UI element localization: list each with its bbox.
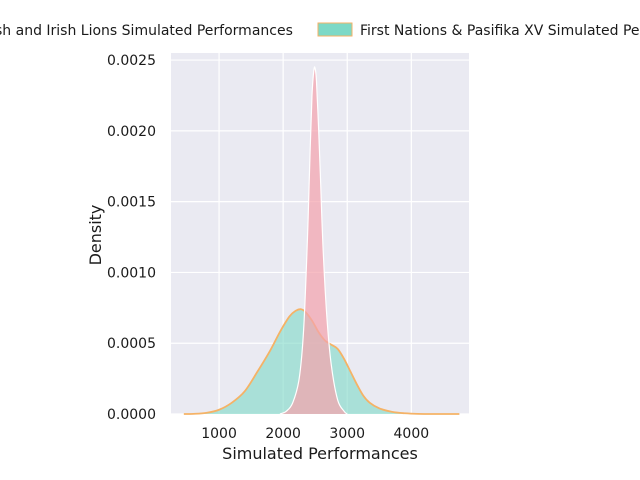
legend-label-lions: sh and Irish Lions Simulated Performance… [0, 23, 293, 39]
legend-swatch-first-nations [317, 22, 353, 37]
series-areas [183, 66, 460, 415]
x-tick-label: 2000 [265, 426, 301, 442]
legend-label-first-nations: First Nations & Pasifika XV Simulated Pe… [360, 23, 640, 39]
y-tick-label: 0.0025 [107, 53, 156, 69]
y-tick-label: 0.0000 [107, 407, 156, 423]
y-tick-label: 0.0020 [107, 124, 156, 140]
grid-lines [171, 53, 469, 415]
y-tick-label: 0.0010 [107, 265, 156, 281]
y-tick-label: 0.0005 [107, 336, 156, 352]
x-tick-label: 3000 [329, 426, 365, 442]
lions-density-edge [279, 66, 348, 415]
x-tick-labels: 1000 2000 3000 4000 [201, 426, 429, 442]
x-tick-label: 4000 [394, 426, 430, 442]
x-axis-label: Simulated Performances [222, 444, 418, 463]
legend: sh and Irish Lions Simulated Performance… [0, 22, 640, 39]
y-tick-labels: 0.0000 0.0005 0.0010 0.0015 0.0020 0.0025 [107, 53, 156, 423]
x-tick-label: 1000 [201, 426, 237, 442]
y-axis-label: Density [86, 205, 105, 266]
y-tick-label: 0.0015 [107, 195, 156, 211]
lions-density-area [279, 66, 348, 415]
